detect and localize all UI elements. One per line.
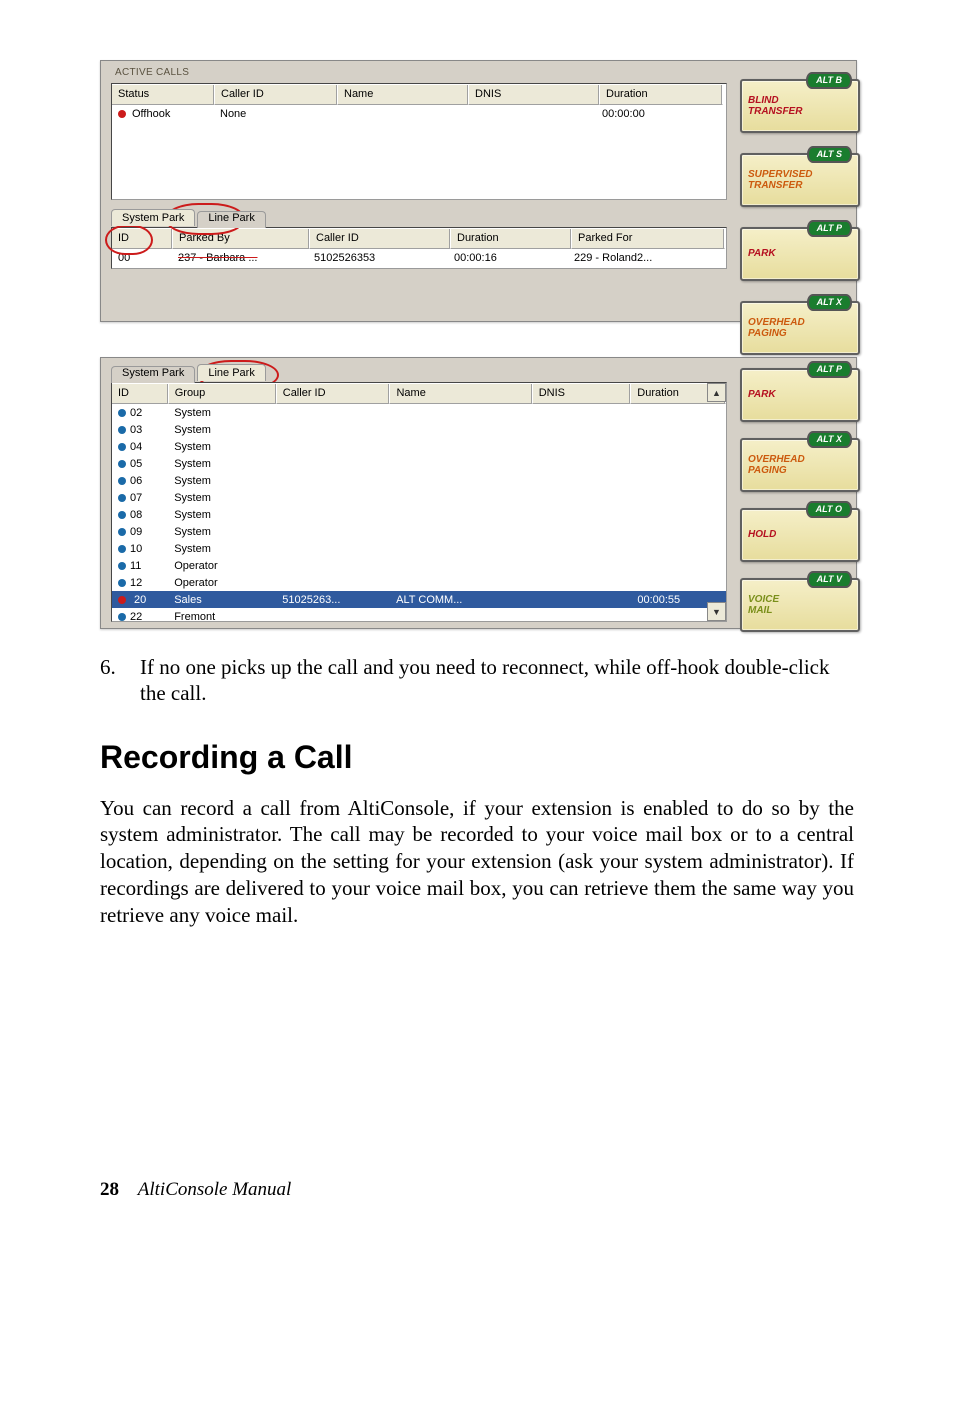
shortcut-pill: ALT O [806,501,852,518]
lh-cid[interactable]: Caller ID [277,383,391,404]
scroll-up-icon[interactable]: ▲ [707,383,726,402]
col-caller-id-2[interactable]: Caller ID [310,228,451,249]
page-footer: 28 AltiConsole Manual [100,1179,291,1201]
shortcut-pill: ALT P [807,361,852,378]
row-cid: None [214,105,336,124]
line-row[interactable]: 02System [112,404,726,421]
tab-line-park[interactable]: Line Park [197,211,265,228]
line-row[interactable]: 09System [112,523,726,540]
voicemail-button[interactable]: ALT V VOICE MAIL [740,578,860,632]
active-calls-list: Status Caller ID Name DNIS Duration Offh… [111,83,727,200]
line-row[interactable]: 11Operator [112,557,726,574]
line-park-list: ID Group Caller ID Name DNIS Duration 02… [111,382,727,622]
line-row[interactable]: 07System [112,489,726,506]
col-name[interactable]: Name [338,84,469,105]
shortcut-pill: ALT X [807,294,852,311]
line-row[interactable]: 20Sales51025263...ALT COMM...00:00:55 [112,591,726,608]
status-dot-icon [118,494,126,502]
line-row[interactable]: 12Operator [112,574,726,591]
line-row[interactable]: 03System [112,421,726,438]
park-tabs: System Park Line Park [111,209,268,226]
line-header: ID Group Caller ID Name DNIS Duration [112,383,726,404]
parked-row[interactable]: 00 237 - Barbara ... 5102526353 00:00:16… [112,249,726,268]
active-calls-panel: ACTIVE CALLS Status Caller ID Name DNIS … [100,60,857,322]
park-cid: 5102526353 [308,249,448,268]
col-parked-for[interactable]: Parked For [572,228,725,249]
park-for: 229 - Roland2... [568,249,720,268]
action-buttons: ALT B BLIND TRANSFER ALT S SUPERVISED TR… [740,79,846,375]
page-number: 28 [100,1179,119,1200]
active-calls-header: Status Caller ID Name DNIS Duration [112,84,726,105]
line-row[interactable]: 10System [112,540,726,557]
status-dot-icon [118,613,126,621]
status-dot-icon [118,528,126,536]
action-buttons-2: ALT P PARK ALT X OVERHEAD PAGING ALT O H… [740,368,846,648]
lh-name[interactable]: Name [390,383,532,404]
lh-id[interactable]: ID [112,383,169,404]
park-tabs-2: System Park Line Park [111,364,268,381]
row-name [336,105,466,124]
line-row[interactable]: 06System [112,472,726,489]
tab-system-park[interactable]: System Park [111,209,195,226]
park-button[interactable]: ALT P PARK [740,227,860,281]
line-row[interactable]: 05System [112,455,726,472]
active-calls-label: ACTIVE CALLS [115,67,189,78]
scroll-down-icon[interactable]: ▼ [707,602,726,621]
shortcut-pill: ALT V [807,571,852,588]
blind-transfer-button[interactable]: ALT B BLIND TRANSFER [740,79,860,133]
col-caller-id[interactable]: Caller ID [215,84,338,105]
shortcut-pill: ALT S [807,146,852,163]
row-status: Offhook [132,108,170,120]
status-dot-icon [118,596,126,604]
body-paragraph: You can record a call from AltiConsole, … [100,795,854,929]
body-text: 6. If no one picks up the call and you n… [100,654,854,929]
hold-button[interactable]: ALT O HOLD [740,508,860,562]
status-dot-icon [118,511,126,519]
status-dot-icon [118,110,126,118]
tab-line-park-2[interactable]: Line Park [197,364,265,381]
status-dot-icon [118,579,126,587]
line-row[interactable]: 08System [112,506,726,523]
line-row[interactable]: 22Fremont [112,608,726,622]
status-dot-icon [118,460,126,468]
annotation-circle-icon [105,225,153,255]
overhead-paging-button[interactable]: ALT X OVERHEAD PAGING [740,301,860,355]
manual-title: AltiConsole Manual [138,1179,292,1200]
section-heading: Recording a Call [100,737,854,777]
supervised-transfer-button[interactable]: ALT S SUPERVISED TRANSFER [740,153,860,207]
step-text: If no one picks up the call and you need… [140,654,854,707]
col-duration[interactable]: Duration [600,84,723,105]
line-park-panel: System Park Line Park ID Group Caller ID… [100,357,857,629]
active-call-row[interactable]: Offhook None 00:00:00 [112,105,726,124]
status-dot-icon [118,426,126,434]
lh-group[interactable]: Group [169,383,277,404]
line-row[interactable]: 04System [112,438,726,455]
status-dot-icon [118,545,126,553]
tab-system-park-2[interactable]: System Park [111,366,195,383]
status-dot-icon [118,562,126,570]
row-dnis [466,105,596,124]
step-number: 6. [100,654,140,707]
lh-dnis[interactable]: DNIS [533,383,632,404]
park-dur: 00:00:16 [448,249,568,268]
overhead-paging-button-2[interactable]: ALT X OVERHEAD PAGING [740,438,860,492]
col-status[interactable]: Status [112,84,215,105]
park-button-2[interactable]: ALT P PARK [740,368,860,422]
status-dot-icon [118,443,126,451]
shortcut-pill: ALT X [807,431,852,448]
park-by: 237 - Barbara ... [178,252,258,264]
row-dur: 00:00:00 [596,105,718,124]
status-dot-icon [118,409,126,417]
shortcut-pill: ALT B [806,72,852,89]
col-duration-2[interactable]: Duration [451,228,572,249]
shortcut-pill: ALT P [807,220,852,237]
status-dot-icon [118,477,126,485]
col-dnis[interactable]: DNIS [469,84,600,105]
